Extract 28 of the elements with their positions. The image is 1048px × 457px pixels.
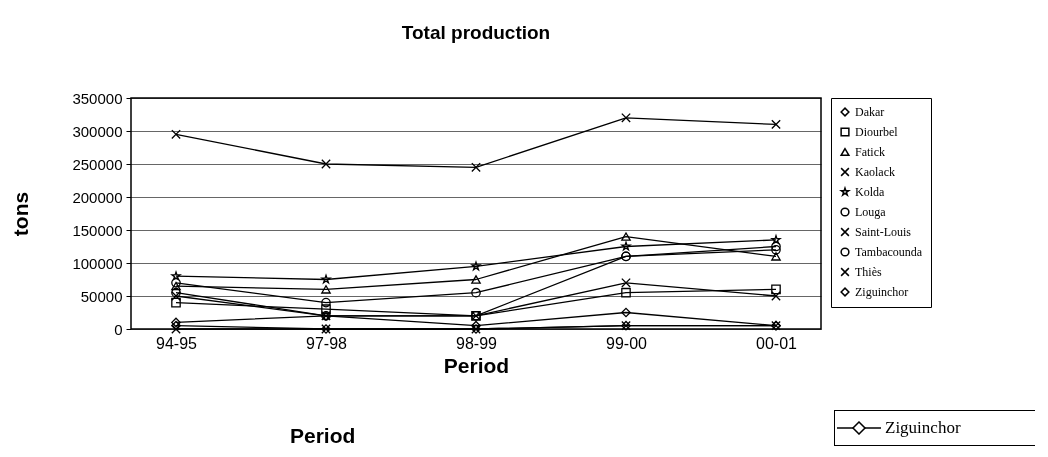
text: Period: [290, 424, 356, 448]
chart-title: Total production: [401, 22, 551, 43]
y-tick-label: 250000: [72, 155, 123, 173]
legend-label: Saint-Louis: [855, 225, 912, 239]
text: Ziguinchor: [885, 418, 961, 438]
y-axis-title: tons: [9, 191, 33, 237]
legend-label: Ziguinchor: [855, 285, 909, 299]
y-tick-label: 350000: [72, 89, 123, 107]
x-tick-label: 97-98: [306, 334, 348, 352]
y-tick-label: 50000: [80, 287, 123, 305]
legend-label: Diourbel: [855, 125, 899, 139]
y-tick-label: 200000: [72, 188, 123, 206]
x-tick-label: 98-99: [456, 334, 498, 352]
y-tick-label: 150000: [72, 221, 123, 239]
y-tick-label: 0: [114, 320, 123, 338]
x-tick-label: 99-00: [606, 334, 648, 352]
x-tick-label: 94-95: [156, 334, 198, 352]
legend-label: Dakar: [855, 105, 885, 119]
legend-label: Tambacounda: [855, 245, 923, 259]
legend-label: Thiès: [855, 265, 882, 279]
x-axis-title: Period: [443, 353, 510, 377]
x-tick-label: 00-01: [756, 334, 798, 352]
legend-label: Kolda: [855, 185, 885, 199]
legend-label: Fatick: [855, 145, 885, 159]
y-tick-label: 300000: [72, 122, 123, 140]
legend-label: Louga: [855, 205, 887, 219]
legend-label: Kaolack: [855, 165, 895, 179]
y-tick-label: 100000: [72, 254, 123, 272]
